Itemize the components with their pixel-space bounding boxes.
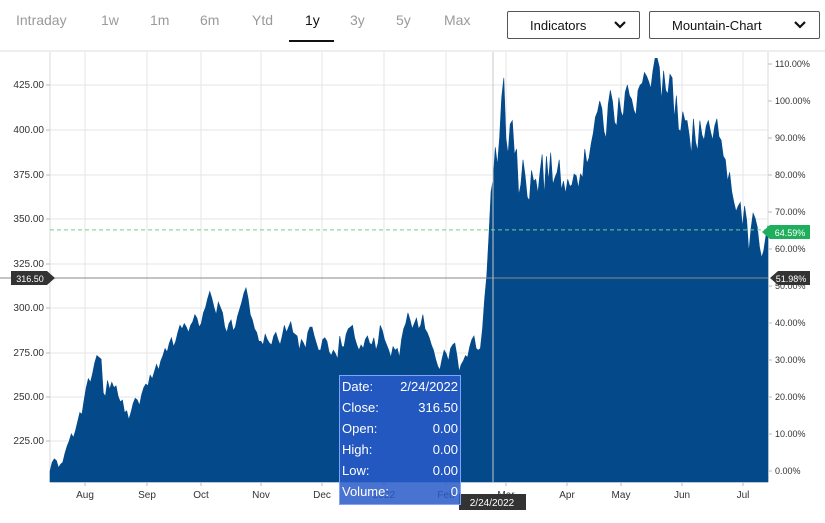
tab-6m[interactable]: 6m: [200, 12, 220, 28]
x-tick-label: Apr: [559, 490, 575, 501]
tooltip-value: 0.00: [432, 463, 458, 478]
x-tick-label: Aug: [76, 490, 94, 501]
chevron-down-icon: [794, 21, 806, 29]
crosshair-percent-marker: [770, 271, 810, 285]
y-tick-label: 350.00: [13, 214, 44, 225]
y-tick-label: 400.00: [13, 125, 44, 136]
right-tick-label: 20.00%: [775, 392, 806, 402]
tooltip-label: Volume:: [342, 484, 389, 499]
last-value-marker: [762, 225, 810, 239]
right-tick-label: 100.00%: [775, 96, 811, 106]
tooltip-value: 316.50: [418, 400, 458, 415]
x-tick-label: Sep: [138, 490, 156, 501]
hover-tooltip: Date: 2/24/2022 Close: 316.50 Open: 0.00 Hi…: [339, 375, 461, 505]
tab-1w[interactable]: 1w: [101, 12, 119, 28]
y-tick-label: 300.00: [13, 303, 44, 314]
y-tick-label: 250.00: [13, 392, 44, 403]
x-tick-label: Jun: [674, 490, 690, 501]
y-tick-label: 375.00: [13, 170, 44, 181]
range-tabs: Intraday 1w 1m 6m Ytd 1y 3y 5y Max: [0, 0, 500, 44]
tooltip-value: 0: [450, 484, 458, 499]
tooltip-value: 0.00: [432, 442, 458, 457]
y-tick-label: 325.00: [13, 259, 44, 270]
y-tick-label: 225.00: [13, 436, 44, 447]
x-tick-label: Jul: [737, 490, 750, 501]
tab-max[interactable]: Max: [444, 12, 471, 28]
tooltip-row: High: 0.00: [342, 442, 458, 462]
right-tick-label: 60.00%: [775, 244, 806, 254]
right-tick-label: 0.00%: [775, 466, 801, 476]
tooltip-row: Close: 316.50: [342, 400, 458, 420]
x-tick-label: Oct: [193, 490, 209, 501]
tooltip-label: High:: [342, 442, 373, 457]
right-tick-label: 110.00%: [775, 59, 810, 69]
tooltip-row: Low: 0.00: [342, 463, 458, 483]
tooltip-row: Volume: 0: [342, 484, 458, 504]
tab-ytd[interactable]: Ytd: [252, 12, 274, 28]
right-tick-label: 50.00%: [775, 281, 806, 291]
y-tick-label: 275.00: [13, 348, 44, 359]
tooltip-row: Date: 2/24/2022: [342, 379, 458, 399]
tooltip-value: 2/24/2022: [400, 379, 458, 394]
chart-type-label: Mountain-Chart: [672, 17, 762, 33]
indicators-dropdown[interactable]: Indicators: [507, 11, 640, 39]
tab-intraday[interactable]: Intraday: [16, 12, 67, 28]
tooltip-label: Close:: [342, 400, 379, 415]
right-tick-label: 10.00%: [775, 429, 806, 439]
crosshair-price-label: 316.50: [16, 274, 44, 284]
tab-3y[interactable]: 3y: [350, 12, 365, 28]
tooltip-label: Date:: [342, 379, 374, 394]
tab-1m[interactable]: 1m: [150, 12, 170, 28]
right-tick-label: 70.00%: [775, 207, 806, 217]
crosshair-price-marker: [11, 271, 55, 285]
tab-1y[interactable]: 1y: [305, 12, 320, 28]
tab-5y[interactable]: 5y: [396, 12, 411, 28]
tooltip-label: Low:: [342, 463, 370, 478]
active-tab-underline: [289, 40, 334, 42]
crosshair-date-label: 2/24/2022: [470, 498, 515, 509]
right-tick-label: 80.00%: [775, 170, 806, 180]
tooltip-label: Open:: [342, 421, 378, 436]
crosshair-date-marker: [459, 494, 526, 510]
crosshair-percent-label: 51.98%: [776, 274, 807, 284]
chart-type-dropdown[interactable]: Mountain-Chart: [649, 11, 820, 39]
tooltip-row: Open: 0.00: [342, 421, 458, 441]
right-tick-label: 40.00%: [775, 318, 806, 328]
y-tick-label: 425.00: [13, 80, 44, 91]
right-tick-label: 90.00%: [775, 133, 806, 143]
last-value-label: 64.59%: [775, 228, 806, 238]
tooltip-value: 0.00: [432, 421, 458, 436]
x-tick-label: May: [612, 490, 631, 501]
price-area-series[interactable]: [49, 58, 769, 483]
chevron-down-icon: [614, 21, 626, 29]
right-tick-label: 30.00%: [775, 355, 806, 365]
x-tick-label: Dec: [313, 490, 331, 501]
x-tick-label: Nov: [252, 490, 270, 501]
indicators-label: Indicators: [530, 17, 587, 33]
